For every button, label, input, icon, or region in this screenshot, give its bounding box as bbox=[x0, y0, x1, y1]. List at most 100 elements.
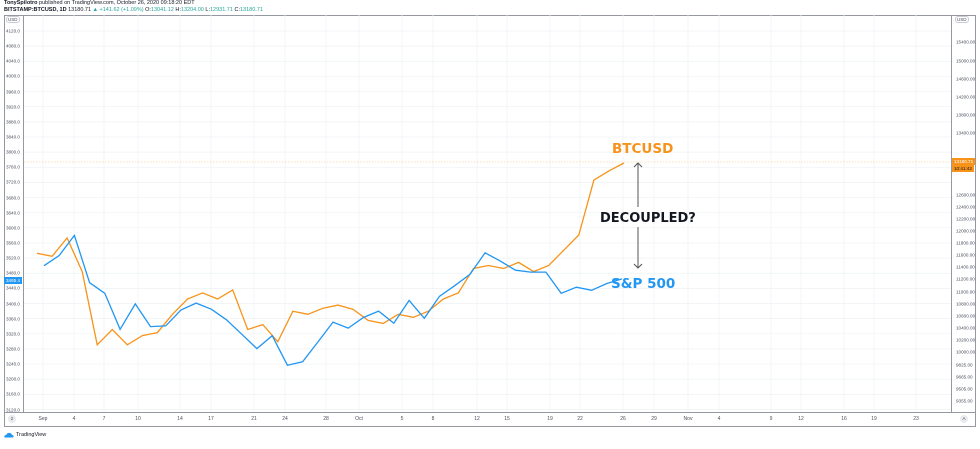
right-axis-tick: 9665.00 bbox=[956, 374, 973, 380]
author-name[interactable]: TonySpilotro bbox=[4, 0, 38, 6]
tradingview-logo-icon bbox=[4, 432, 14, 438]
time-axis-label: 19 bbox=[871, 416, 877, 422]
low-value: 12931.71 bbox=[209, 7, 233, 13]
time-axis-label: 24 bbox=[282, 416, 288, 422]
right-axis-tick: 12400.00 bbox=[956, 204, 976, 210]
spx-line bbox=[43, 234, 623, 366]
left-price-axis[interactable]: USD 4120.0 4080.0 4040.0 4000.0 3960.0 3920.0… bbox=[4, 15, 24, 412]
time-axis-label: 17 bbox=[208, 416, 214, 422]
right-axis-tick: 11800.00 bbox=[956, 240, 975, 246]
time-axis-label: 7 bbox=[102, 416, 106, 422]
left-axis-tick: 4000.0 bbox=[5, 73, 20, 79]
left-axis-tick: 3120.0 bbox=[5, 407, 20, 412]
time-axis-label: 10 bbox=[135, 416, 141, 422]
high-label: H: bbox=[175, 7, 181, 13]
right-axis-tick: 12600.00 bbox=[956, 192, 976, 198]
left-axis-settings-button[interactable]: 2 bbox=[8, 415, 16, 423]
left-axis-tick: 3880.0 bbox=[5, 119, 20, 125]
left-axis-tick: 3960.0 bbox=[5, 89, 20, 95]
time-axis-label: 23 bbox=[913, 416, 919, 422]
time-axis-label: 19 bbox=[547, 416, 553, 422]
chart-frame bbox=[4, 15, 976, 427]
time-axis-label: 15 bbox=[504, 416, 510, 422]
right-axis-tick: 10600.00 bbox=[956, 313, 976, 319]
right-axis-tick: 10000.00 bbox=[956, 349, 976, 355]
right-axis-tick: 11600.00 bbox=[956, 252, 975, 258]
symbol-title[interactable]: BITSTAMP:BTCUSD, 1D bbox=[4, 7, 67, 13]
left-axis-tick: 3840.0 bbox=[5, 134, 20, 140]
left-axis-tick: 4120.0 bbox=[5, 28, 20, 34]
open-value: 13041.12 bbox=[150, 7, 174, 13]
low-label: L: bbox=[205, 7, 210, 13]
left-axis-tick: 4080.0 bbox=[5, 43, 20, 49]
right-axis-tick: 11200.00 bbox=[956, 276, 975, 282]
price-change: ▲ +141.62 (+1.09%) bbox=[92, 7, 144, 13]
publish-info: published on TradingView.com, October 26… bbox=[39, 0, 195, 6]
footer: TradingView bbox=[4, 432, 46, 438]
left-axis-tick: 3160.0 bbox=[5, 391, 20, 397]
left-axis-tick: 3720.0 bbox=[5, 179, 20, 185]
left-axis-tick: 3200.0 bbox=[5, 376, 20, 382]
right-axis-tick: 9825.00 bbox=[956, 362, 973, 368]
decoupled-annotation: DECOUPLED? bbox=[600, 211, 696, 226]
tradingview-brand[interactable]: TradingView bbox=[16, 432, 47, 438]
left-axis-tick: 3520.0 bbox=[5, 255, 20, 261]
right-price-axis[interactable]: USD 15400.00 15000.00 14600.00 14200.00 1380… bbox=[951, 15, 976, 412]
time-axis-label: 5 bbox=[400, 416, 404, 422]
left-axis-tick: 3600.0 bbox=[5, 225, 20, 231]
left-axis-tick: 3320.0 bbox=[5, 331, 20, 337]
time-axis-label: 12 bbox=[798, 416, 804, 422]
btc-price-tag: 13180.71 bbox=[952, 158, 976, 165]
time-axis[interactable]: Sep 4 7 10 14 17 21 24 28 Oct 5 8 12 15 19 22 26 29 Nov 4 9 1… bbox=[4, 412, 976, 427]
right-axis-tick: 11000.00 bbox=[956, 289, 975, 295]
time-axis-label: 16 bbox=[841, 416, 847, 422]
time-axis-label: 8 bbox=[431, 416, 435, 422]
left-axis-tick: 3680.0 bbox=[5, 195, 20, 201]
right-axis-tick: 13400.00 bbox=[956, 130, 976, 136]
time-axis-label: Sep bbox=[38, 416, 48, 422]
close-label: C: bbox=[234, 7, 240, 13]
btc-annotation: BTCUSD bbox=[612, 141, 673, 157]
plot-area[interactable]: BTCUSD DECOUPLED? S&P 500 bbox=[24, 15, 951, 412]
time-axis-label: 9 bbox=[769, 416, 773, 422]
time-axis-label: 22 bbox=[577, 416, 583, 422]
open-label: O: bbox=[145, 7, 151, 13]
right-axis-tick: 9355.00 bbox=[956, 398, 973, 404]
time-axis-label: 4 bbox=[717, 416, 721, 422]
time-axis-label: Oct bbox=[355, 416, 363, 422]
time-axis-label: 29 bbox=[651, 416, 657, 422]
spx-annotation: S&P 500 bbox=[611, 276, 675, 292]
time-axis-label: 4 bbox=[72, 416, 76, 422]
left-axis-tick: 3560.0 bbox=[5, 240, 20, 246]
time-axis-label: 12 bbox=[474, 416, 480, 422]
btc-countdown-tag: 10:41:42 bbox=[952, 165, 974, 172]
auto-scale-button[interactable]: A bbox=[960, 415, 968, 423]
right-axis-tick: 15000.00 bbox=[956, 58, 976, 64]
left-unit-badge[interactable]: USD bbox=[6, 16, 20, 23]
right-axis-tick: 15400.00 bbox=[956, 39, 976, 45]
right-axis-tick: 10200.00 bbox=[956, 337, 976, 343]
right-axis-tick: 13800.00 bbox=[956, 112, 976, 118]
left-axis-tick: 3240.0 bbox=[5, 361, 20, 367]
right-axis-tick: 9505.00 bbox=[956, 386, 973, 392]
right-axis-tick: 12200.00 bbox=[956, 216, 976, 222]
right-axis-tick: 14600.00 bbox=[956, 76, 976, 82]
left-axis-tick: 3280.0 bbox=[5, 346, 20, 352]
right-axis-tick: 14200.00 bbox=[956, 94, 976, 100]
right-axis-tick: 12000.00 bbox=[956, 228, 976, 234]
right-unit-badge[interactable]: USD bbox=[955, 16, 969, 23]
left-axis-tick: 3400.0 bbox=[5, 301, 20, 307]
left-axis-tick: 3480.0 bbox=[5, 270, 20, 276]
last-price: 13180.71 bbox=[68, 7, 92, 13]
time-axis-label: 28 bbox=[323, 416, 329, 422]
right-axis-tick: 10400.00 bbox=[956, 325, 976, 331]
left-axis-tick: 4040.0 bbox=[5, 58, 20, 64]
btc-line bbox=[36, 162, 625, 347]
left-axis-tick: 3920.0 bbox=[5, 104, 20, 110]
right-axis-tick: 11400.00 bbox=[956, 264, 975, 270]
close-value: 13180.71 bbox=[239, 7, 263, 13]
decoupled-arrow bbox=[633, 162, 643, 269]
spx-price-tag: 3465.4 bbox=[4, 277, 23, 284]
left-axis-tick: 3440.0 bbox=[5, 285, 20, 291]
grid-lines bbox=[24, 15, 951, 412]
